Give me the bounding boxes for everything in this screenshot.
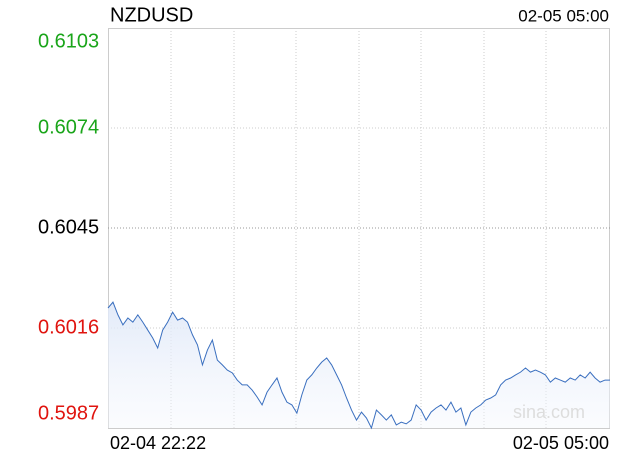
chart-title: NZDUSD <box>110 4 193 26</box>
y-tick-label: 0.6103 <box>38 30 99 52</box>
y-tick-label: 0.6016 <box>38 316 99 338</box>
y-tick-label: 0.5987 <box>38 402 99 424</box>
y-tick-label: 0.6074 <box>38 116 99 138</box>
watermark: sina.com <box>513 402 585 422</box>
y-tick-label: 0.6045 <box>38 216 99 238</box>
price-line <box>107 301 610 430</box>
x-start-label: 02-04 22:22 <box>110 433 206 453</box>
time: 02-05 05:00 <box>518 6 609 25</box>
x-end-label: 02-05 05:00 <box>513 433 609 453</box>
area-fill <box>108 302 610 428</box>
